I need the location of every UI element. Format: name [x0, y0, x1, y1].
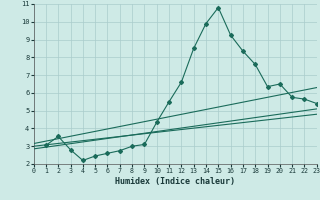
X-axis label: Humidex (Indice chaleur): Humidex (Indice chaleur): [115, 177, 235, 186]
